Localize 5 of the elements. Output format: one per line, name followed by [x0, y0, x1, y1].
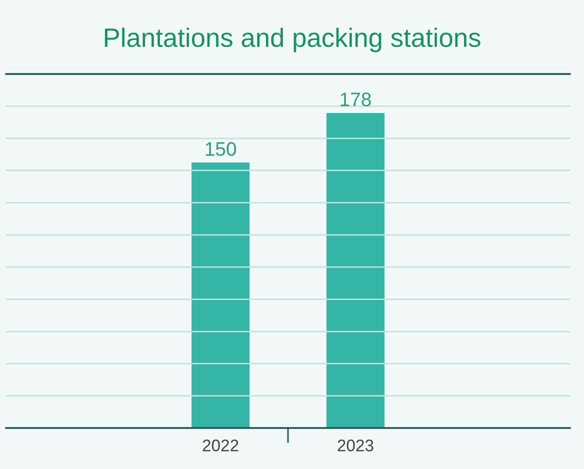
data-label: 150 [206, 142, 236, 156]
chart-title: Plantations and packing stations [104, 28, 480, 52]
x-tick-label: 2023 [338, 440, 374, 452]
x-tick-label: 2022 [202, 440, 238, 452]
data-label: 178 [340, 92, 371, 106]
